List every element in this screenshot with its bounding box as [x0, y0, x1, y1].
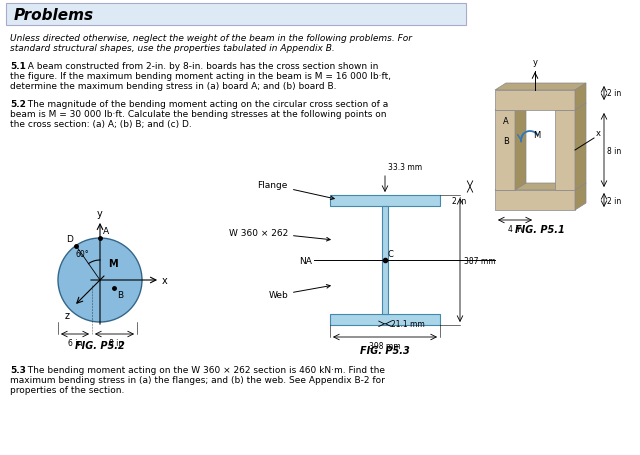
Text: the figure. If the maximum bending moment acting in the beam is M = 16 000 lb·ft: the figure. If the maximum bending momen…: [10, 72, 391, 81]
Text: 33.3 mm: 33.3 mm: [388, 162, 422, 172]
Text: the cross section: (a) A; (b) B; and (c) D.: the cross section: (a) A; (b) B; and (c)…: [10, 120, 192, 129]
Text: 398 mm: 398 mm: [369, 341, 401, 350]
Text: 8 in: 8 in: [607, 146, 621, 155]
Text: 4 in: 4 in: [508, 224, 522, 233]
Bar: [495, 191, 575, 211]
Text: standard structural shapes, use the properties tabulated in Appendix B.: standard structural shapes, use the prop…: [10, 44, 335, 53]
Text: 387 mm: 387 mm: [464, 256, 495, 265]
Text: FIG. P5.1: FIG. P5.1: [515, 224, 565, 234]
Polygon shape: [495, 84, 586, 91]
Text: 5.2: 5.2: [10, 100, 26, 109]
Text: 5.3: 5.3: [10, 365, 26, 374]
Text: y: y: [97, 208, 103, 218]
Text: beam is M = 30 000 lb·ft. Calculate the bending stresses at the following points: beam is M = 30 000 lb·ft. Calculate the …: [10, 110, 387, 119]
Text: Problems: Problems: [14, 7, 94, 22]
Text: A: A: [503, 116, 509, 125]
Bar: [495, 111, 515, 191]
Bar: [555, 111, 575, 191]
Text: 2 in: 2 in: [607, 196, 621, 205]
Text: y: y: [532, 58, 538, 67]
Polygon shape: [575, 184, 586, 211]
Text: 60°: 60°: [75, 249, 89, 258]
Polygon shape: [515, 104, 526, 191]
Polygon shape: [575, 84, 586, 111]
Polygon shape: [555, 104, 586, 111]
Text: B: B: [117, 290, 123, 299]
Text: 2 in: 2 in: [607, 89, 621, 98]
Text: Web: Web: [268, 285, 330, 300]
Text: A: A: [103, 227, 109, 236]
Text: FIG. P5.3: FIG. P5.3: [360, 345, 410, 355]
Text: The magnitude of the bending moment acting on the circular cross section of a: The magnitude of the bending moment acti…: [22, 100, 388, 109]
Text: properties of the section.: properties of the section.: [10, 385, 124, 394]
Text: 21.1 mm: 21.1 mm: [391, 319, 425, 329]
Bar: [330, 314, 440, 325]
Text: A beam constructed from 2-in. by 8-in. boards has the cross section shown in: A beam constructed from 2-in. by 8-in. b…: [22, 62, 378, 71]
Circle shape: [58, 238, 142, 322]
Text: FIG. P5.2: FIG. P5.2: [75, 340, 125, 350]
Bar: [330, 196, 440, 207]
Text: 5.1: 5.1: [10, 62, 26, 71]
Text: z: z: [65, 310, 70, 320]
Text: D: D: [66, 234, 73, 243]
Text: 6 in: 6 in: [68, 338, 82, 347]
Text: x: x: [162, 275, 168, 285]
Polygon shape: [575, 104, 586, 191]
Text: W 360 × 262: W 360 × 262: [228, 228, 330, 242]
Text: maximum bending stress in (a) the flanges; and (b) the web. See Appendix B-2 for: maximum bending stress in (a) the flange…: [10, 375, 385, 384]
Polygon shape: [495, 184, 586, 191]
Text: The bending moment acting on the W 360 × 262 section is 460 kN·m. Find the: The bending moment acting on the W 360 ×…: [22, 365, 385, 374]
Text: 8 in: 8 in: [109, 338, 123, 347]
Text: Unless directed otherwise, neglect the weight of the beam in the following probl: Unless directed otherwise, neglect the w…: [10, 34, 412, 43]
Text: M: M: [532, 131, 540, 140]
Text: C: C: [387, 249, 393, 258]
Bar: [382, 207, 388, 314]
Text: M: M: [108, 258, 118, 268]
Text: determine the maximum bending stress in (a) board A; and (b) board B.: determine the maximum bending stress in …: [10, 82, 337, 91]
Text: Flange: Flange: [258, 181, 334, 200]
Text: NA: NA: [299, 256, 312, 265]
Text: 2 in: 2 in: [452, 196, 466, 205]
Text: x: x: [596, 129, 601, 138]
Polygon shape: [495, 104, 526, 111]
Text: B: B: [503, 136, 509, 145]
Bar: [495, 91, 575, 111]
FancyBboxPatch shape: [6, 4, 466, 26]
